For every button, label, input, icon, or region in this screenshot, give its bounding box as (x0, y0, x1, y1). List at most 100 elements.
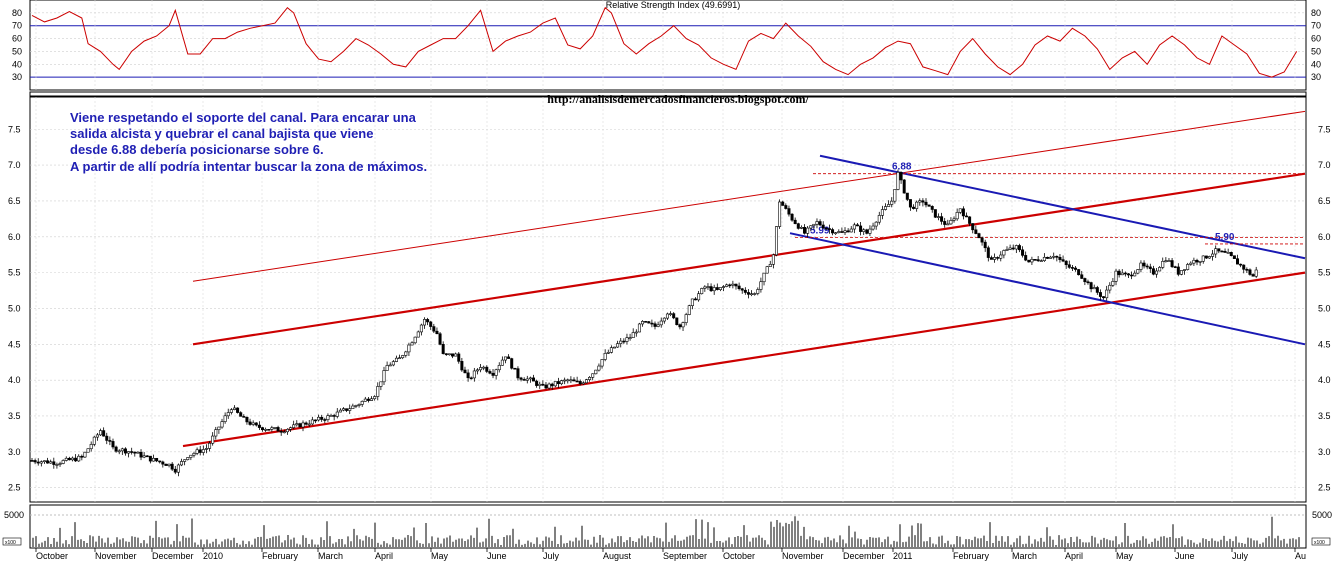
month-label: 2011 (893, 551, 912, 561)
candle-body (728, 284, 732, 287)
candle-body (656, 324, 660, 327)
candle-body (204, 448, 208, 450)
candle-body (1108, 284, 1112, 291)
candle-body (1189, 262, 1193, 265)
candle-body (762, 272, 766, 283)
candle-body (142, 455, 146, 458)
month-label: April (375, 551, 393, 561)
candle-body (532, 377, 536, 382)
month-label: October (36, 551, 68, 561)
candle-body (740, 288, 744, 291)
month-label: November (95, 551, 137, 561)
candle-body (1111, 281, 1115, 286)
candle-body (398, 357, 402, 360)
candle-body (102, 430, 106, 437)
candle-body (619, 340, 623, 344)
candle-body (584, 379, 588, 384)
candle-body (117, 450, 121, 453)
candle-body (871, 225, 875, 230)
candle-body (613, 346, 617, 349)
candle-body (774, 226, 778, 256)
candle-body (1139, 262, 1143, 270)
candle-body (628, 337, 632, 339)
candle-body (1033, 259, 1037, 261)
candle-body (242, 416, 246, 418)
candle-body (270, 427, 274, 430)
price-ticks-right: 7.5 7.0 6.5 6.0 5.5 5.0 4.5 4.0 3.5 3.0 2.5 (1318, 124, 1331, 492)
candle-body (522, 379, 526, 381)
candle-body (1207, 256, 1211, 259)
candle-body (827, 228, 831, 230)
candle-body (46, 460, 50, 464)
channel-up-lower-line (182, 271, 1306, 448)
candle-body (351, 405, 355, 409)
candle-body (416, 331, 420, 338)
candle-body (1070, 267, 1074, 269)
candle-body (463, 369, 467, 374)
candle-body (905, 192, 909, 200)
candle-body (385, 365, 389, 371)
candle-body (849, 228, 853, 233)
month-label: March (318, 551, 343, 561)
candle-body (167, 463, 171, 466)
volume-scale-right: x100 (1311, 537, 1331, 546)
candle-body (176, 464, 180, 473)
candle-body (1027, 259, 1031, 263)
candle-body (379, 381, 383, 387)
candle-body (1039, 260, 1043, 262)
candle-body (472, 370, 476, 379)
candle-body (64, 457, 68, 461)
candle-body (1136, 269, 1140, 274)
candle-body (332, 415, 336, 417)
candle-body (42, 460, 46, 463)
candle-body (1126, 273, 1130, 276)
candle-body (1098, 292, 1102, 297)
candle-body (566, 379, 570, 382)
candle-body (52, 461, 56, 465)
candle-body (289, 427, 293, 430)
candle-body (968, 216, 972, 224)
candle-body (257, 424, 261, 428)
candle-body (80, 455, 84, 458)
candle-body (924, 201, 928, 206)
candle-body (560, 380, 564, 385)
candle-body (1217, 248, 1221, 252)
candle-body (295, 423, 299, 426)
volume-tick-right: 5000 (1312, 510, 1332, 520)
candle-body (659, 320, 663, 326)
candle-body (1151, 268, 1155, 275)
candle-body (30, 460, 34, 462)
candle-body (1064, 260, 1068, 265)
candle-body (148, 455, 152, 462)
candle-body (781, 201, 785, 206)
candle-body (164, 463, 168, 466)
candle-body (198, 449, 202, 453)
candle-body (855, 224, 859, 227)
candle-body (1236, 258, 1240, 265)
candle-body (996, 257, 1000, 259)
candle-body (1242, 264, 1246, 270)
candle-body (482, 366, 486, 369)
candle-body (563, 379, 567, 382)
candle-body (61, 460, 65, 464)
candle-body (466, 372, 470, 379)
candle-body (1030, 259, 1034, 263)
candle-body (846, 230, 850, 233)
candle-body (756, 289, 760, 294)
candle-body (1052, 255, 1056, 258)
candle-body (700, 288, 704, 295)
candle-body (852, 224, 856, 230)
candle-body (55, 464, 59, 466)
rsi-title: Relative Strength Index (49.6991) (606, 0, 741, 10)
candle-body (971, 223, 975, 231)
annotation-line-1: Viene respetando el soporte del canal. P… (70, 110, 417, 125)
candle-body (1142, 262, 1146, 267)
candle-body (1067, 264, 1071, 268)
candle-body (940, 216, 944, 222)
candle-body (105, 435, 109, 441)
candle-body (787, 208, 791, 215)
candle-body (1045, 256, 1049, 259)
candle-body (949, 220, 953, 225)
candle-body (1011, 247, 1015, 250)
